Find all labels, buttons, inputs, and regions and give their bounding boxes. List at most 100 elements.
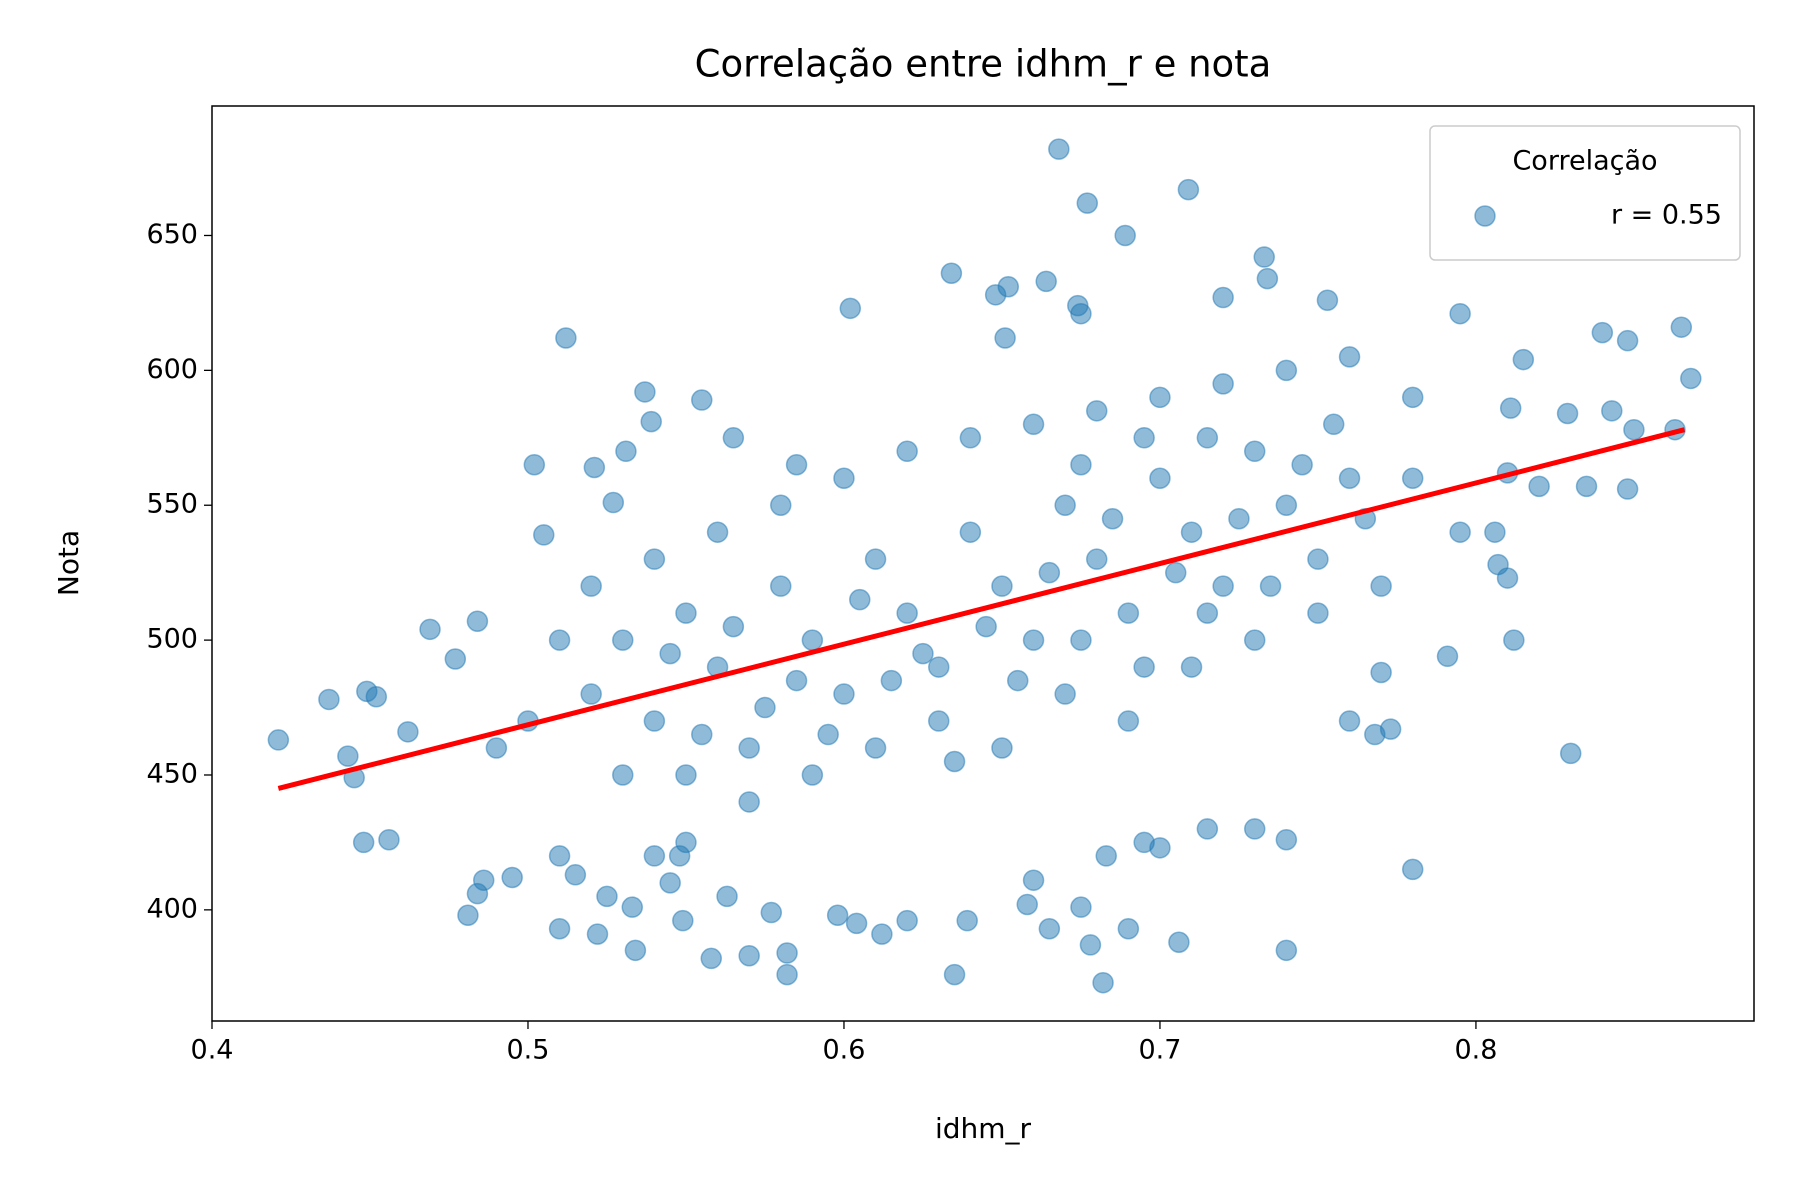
scatter-point bbox=[1575, 475, 1598, 498]
scatter-point bbox=[1180, 656, 1203, 678]
scatter-point bbox=[1114, 224, 1136, 247]
scatter-point bbox=[624, 939, 647, 962]
scatter-point bbox=[1436, 645, 1459, 668]
scatter-point bbox=[457, 904, 479, 927]
scatter-point bbox=[1149, 386, 1171, 409]
y-axis-label: Nota bbox=[52, 530, 85, 596]
scatter-point bbox=[738, 737, 760, 759]
legend-title: Correlação bbox=[1512, 146, 1657, 177]
scatter-point bbox=[1070, 454, 1092, 476]
scatter-point bbox=[776, 963, 798, 986]
scatter-point bbox=[722, 427, 745, 449]
scatter-point bbox=[801, 629, 824, 651]
scatter-point bbox=[1243, 818, 1266, 840]
scatter-point bbox=[596, 885, 618, 908]
scatter-point bbox=[1149, 467, 1171, 490]
scatter-point bbox=[1016, 893, 1038, 916]
scatter-point bbox=[1528, 475, 1550, 498]
scatter-point bbox=[722, 615, 745, 638]
scatter-point bbox=[1484, 521, 1506, 543]
scatter-point bbox=[871, 923, 893, 945]
scatter-point bbox=[1370, 661, 1392, 684]
scatter-point bbox=[1086, 400, 1108, 422]
scatter-point bbox=[1401, 467, 1424, 490]
scatter-point bbox=[826, 904, 849, 927]
scatter-point bbox=[1117, 710, 1140, 732]
scatter-point bbox=[738, 791, 760, 813]
scatter-point bbox=[833, 467, 855, 490]
scatter-point bbox=[1243, 440, 1266, 463]
scatter-point bbox=[1070, 629, 1092, 651]
scatter-point bbox=[675, 831, 697, 854]
scatter-point bbox=[675, 602, 697, 624]
scatter-point bbox=[1133, 656, 1155, 678]
scatter-point bbox=[564, 864, 587, 886]
scatter-point bbox=[943, 750, 966, 773]
scatter-point bbox=[485, 737, 508, 759]
scatter-point bbox=[675, 764, 697, 786]
scatter-point bbox=[1133, 831, 1155, 854]
scatter-point bbox=[991, 575, 1013, 597]
scatter-point bbox=[1054, 683, 1076, 705]
scatter-point bbox=[586, 923, 609, 945]
scatter-point bbox=[1275, 359, 1298, 382]
scatter-point bbox=[864, 548, 887, 570]
x-tick-label: 0.8 bbox=[1454, 1035, 1497, 1066]
scatter-point bbox=[612, 764, 634, 786]
scatter-point bbox=[1022, 629, 1045, 651]
scatter-point bbox=[1180, 521, 1203, 543]
scatter-point bbox=[580, 575, 602, 597]
y-tick-label: 600 bbox=[146, 354, 198, 385]
scatter-point bbox=[1503, 629, 1525, 651]
scatter-point bbox=[1338, 346, 1361, 368]
scatter-point bbox=[1275, 828, 1298, 851]
y-tick-label: 400 bbox=[146, 893, 198, 924]
scatter-point bbox=[643, 710, 666, 732]
x-tick-label: 0.5 bbox=[507, 1035, 550, 1066]
scatter-point bbox=[1499, 397, 1522, 419]
scatter-point bbox=[621, 896, 644, 918]
scatter-point bbox=[548, 917, 571, 940]
scatter-point bbox=[352, 831, 375, 854]
scatter-point bbox=[548, 629, 571, 651]
scatter-point bbox=[1196, 602, 1219, 624]
scatter-point bbox=[1228, 507, 1250, 530]
scatter-point bbox=[1291, 454, 1313, 476]
scatter-point bbox=[1275, 494, 1298, 516]
scatter-point bbox=[1601, 400, 1623, 422]
scatter-point bbox=[1364, 723, 1386, 746]
scatter-point bbox=[700, 947, 723, 970]
y-tick-label: 550 bbox=[146, 489, 198, 520]
scatter-point bbox=[1092, 971, 1114, 994]
scatter-point bbox=[1070, 896, 1092, 918]
scatter-point bbox=[472, 869, 495, 891]
scatter-point bbox=[1101, 507, 1124, 530]
scatter-point bbox=[397, 721, 419, 743]
scatter-point bbox=[1212, 373, 1234, 395]
regression-line bbox=[277, 427, 1686, 791]
scatter-point bbox=[1035, 270, 1057, 293]
scatter-point bbox=[643, 845, 666, 867]
scatter-point bbox=[1168, 931, 1190, 953]
scatter-point bbox=[1370, 575, 1392, 597]
scatter-point bbox=[602, 491, 625, 514]
scatter-point bbox=[365, 686, 388, 708]
scatter-point bbox=[770, 575, 792, 597]
scatter-point bbox=[817, 723, 839, 746]
scatter-point bbox=[672, 909, 694, 932]
scatter-point bbox=[1307, 548, 1329, 570]
scatter-point bbox=[1079, 934, 1102, 956]
scatter-point bbox=[1623, 418, 1645, 441]
scatter-point bbox=[959, 521, 982, 543]
chart-title: Correlação entre idhm_r e nota bbox=[695, 43, 1272, 86]
scatter-point bbox=[1616, 329, 1639, 352]
scatter-point bbox=[959, 427, 982, 449]
x-axis-label: idhm_r bbox=[935, 1112, 1032, 1145]
scatter-point bbox=[801, 764, 824, 786]
scatter-point bbox=[555, 327, 577, 349]
scatter-point bbox=[378, 828, 400, 851]
scatter-point bbox=[738, 944, 760, 967]
scatter-point bbox=[1401, 386, 1424, 409]
scatter-point bbox=[1048, 138, 1070, 160]
scatter-point bbox=[634, 381, 656, 403]
